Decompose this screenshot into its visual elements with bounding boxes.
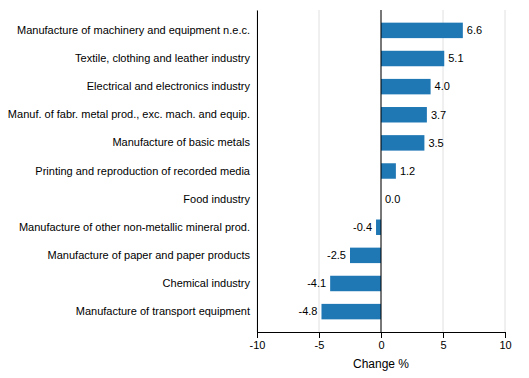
chart: -10 -5 0 5 10 Manufacture of transport equipm… — [0, 0, 529, 378]
bar — [376, 220, 381, 235]
data-labels: -4.8 -4.1 -2.5 -0.4 0.0 1.2 3.5 3.7 4.0 5.1 6.6 — [299, 24, 483, 317]
tick: 10 — [499, 332, 511, 351]
tick-label: Manufacture of paper and paper products — [48, 249, 251, 261]
bar — [381, 135, 424, 150]
tick: Manufacture of transport equipment — [76, 305, 257, 317]
data-label: 1.2 — [400, 165, 415, 177]
tick-label: Manufacture of basic metals — [112, 136, 250, 148]
tick: Printing and reproduction of recorded me… — [35, 165, 257, 177]
bar — [330, 276, 381, 291]
axis-line — [257, 11, 258, 333]
tick-label: -10 — [250, 339, 266, 351]
tick-mark — [505, 332, 506, 338]
data-label: 3.7 — [431, 109, 446, 121]
tick: -5 — [315, 332, 325, 351]
data-label: 0.0 — [385, 193, 400, 205]
tick: Chemical industry — [163, 277, 257, 289]
x-axis-title: Change % — [353, 357, 409, 371]
tick-label: -5 — [315, 339, 325, 351]
tick: Electrical and electronics industry — [87, 80, 257, 92]
data-label: 4.0 — [435, 80, 450, 92]
tick: Manufacture of machinery and equipment n… — [17, 24, 257, 36]
tick-label: 10 — [499, 339, 511, 351]
bar — [381, 79, 431, 94]
bar — [381, 107, 427, 122]
plot: -10 -5 0 5 10 Manufacture of transport equipm… — [8, 10, 512, 371]
data-label: -4.8 — [299, 305, 318, 317]
tick-label: Printing and reproduction of recorded me… — [35, 165, 251, 177]
data-label: -4.1 — [307, 277, 326, 289]
grid-line — [505, 10, 506, 332]
bar — [381, 163, 396, 178]
data-label: 6.6 — [467, 24, 482, 36]
zero-line — [381, 10, 382, 332]
bars — [321, 23, 462, 320]
bar — [321, 304, 381, 319]
tick: Food industry — [183, 193, 257, 205]
tick-mark — [381, 332, 382, 338]
tick-label: 0 — [378, 339, 384, 351]
tick: Manufacture of other non-metallic minera… — [19, 221, 257, 233]
x-axis: -10 -5 0 5 10 — [250, 332, 512, 351]
grid — [257, 10, 505, 332]
tick: Manuf. of fabr. metal prod., exc. mach. … — [8, 108, 257, 120]
tick-label: Manufacture of other non-metallic minera… — [19, 221, 250, 233]
data-label: -2.5 — [327, 249, 346, 261]
tick-label: 5 — [440, 339, 446, 351]
axis-line — [258, 333, 506, 339]
tick-mark — [257, 332, 258, 338]
tick-mark — [443, 332, 444, 338]
tick: Textile, clothing and leather industry — [75, 52, 257, 64]
grid-line — [381, 10, 382, 332]
tick-label: Textile, clothing and leather industry — [75, 52, 250, 64]
data-label: 3.5 — [428, 137, 443, 149]
tick: -10 — [250, 332, 266, 351]
tick: 0 — [378, 332, 384, 351]
y-axis: Manufacture of transport equipment Chemic… — [8, 11, 258, 333]
tick-mark — [319, 332, 320, 338]
tick: Manufacture of paper and paper products — [48, 249, 257, 261]
tick-label: Electrical and electronics industry — [87, 80, 251, 92]
tick-label: Food industry — [183, 193, 250, 205]
tick-label: Manufacture of transport equipment — [76, 305, 250, 317]
tick-label: Chemical industry — [163, 277, 251, 289]
bar — [350, 248, 381, 263]
bar — [381, 23, 463, 38]
bar — [381, 51, 444, 66]
tick-label: Manuf. of fabr. metal prod., exc. mach. … — [8, 108, 250, 120]
tick-label: Manufacture of machinery and equipment n… — [17, 24, 250, 36]
data-label: 5.1 — [448, 52, 463, 64]
data-label: -0.4 — [353, 221, 372, 233]
tick: 5 — [440, 332, 446, 351]
tick: Manufacture of basic metals — [112, 136, 257, 148]
grid-line — [257, 10, 258, 332]
